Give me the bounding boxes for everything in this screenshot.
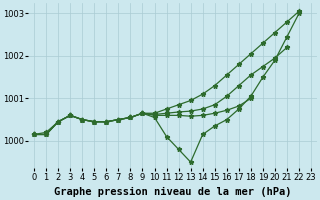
X-axis label: Graphe pression niveau de la mer (hPa): Graphe pression niveau de la mer (hPa) — [54, 187, 291, 197]
